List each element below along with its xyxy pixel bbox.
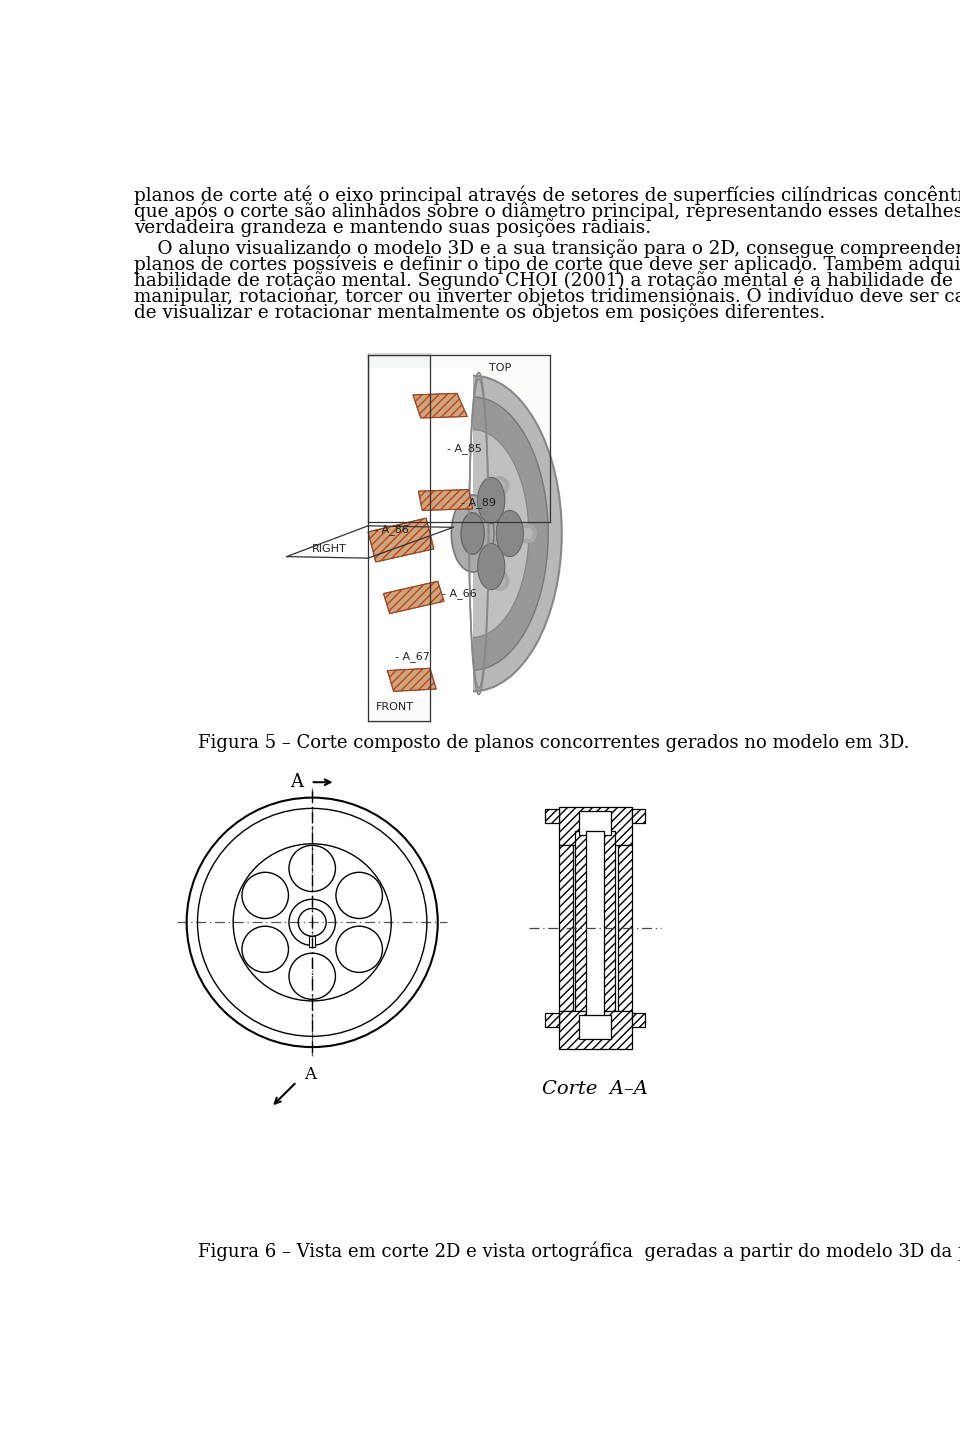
Polygon shape bbox=[368, 518, 434, 562]
Polygon shape bbox=[368, 353, 550, 522]
Text: RIGHT: RIGHT bbox=[312, 543, 347, 553]
Text: Figura 5 – Corte composto de planos concorrentes gerados no modelo em 3D.: Figura 5 – Corte composto de planos conc… bbox=[198, 734, 909, 752]
Bar bbox=[579, 811, 612, 835]
Bar bbox=[318, 422, 472, 645]
Text: TOP: TOP bbox=[489, 363, 511, 373]
Text: verdadeira grandeza e mantendo suas posições radiais.: verdadeira grandeza e mantendo suas posi… bbox=[134, 217, 651, 237]
Text: FRONT: FRONT bbox=[376, 702, 414, 712]
Bar bbox=[544, 1014, 559, 1027]
Bar bbox=[544, 809, 559, 824]
Text: A: A bbox=[303, 1067, 316, 1084]
Text: planos de corte até o eixo principal através de setores de superfícies cilíndric: planos de corte até o eixo principal atr… bbox=[134, 186, 960, 204]
Polygon shape bbox=[287, 526, 453, 556]
Ellipse shape bbox=[397, 396, 548, 671]
Ellipse shape bbox=[383, 376, 562, 691]
Bar bbox=[559, 1011, 633, 1050]
Polygon shape bbox=[419, 489, 472, 511]
Bar bbox=[318, 368, 472, 699]
Polygon shape bbox=[388, 668, 436, 691]
Bar bbox=[318, 389, 472, 678]
Ellipse shape bbox=[478, 543, 505, 589]
Bar bbox=[559, 845, 572, 1011]
Ellipse shape bbox=[496, 511, 523, 556]
Ellipse shape bbox=[451, 495, 494, 572]
Text: - A_67: - A_67 bbox=[396, 651, 430, 662]
Text: - A_86: - A_86 bbox=[374, 525, 409, 535]
Bar bbox=[632, 809, 645, 824]
Text: - A_89: - A_89 bbox=[461, 498, 496, 508]
Bar bbox=[617, 845, 632, 1011]
Text: - A_66: - A_66 bbox=[442, 588, 476, 599]
Bar bbox=[579, 1015, 612, 1040]
Polygon shape bbox=[413, 393, 468, 418]
Ellipse shape bbox=[417, 429, 529, 638]
Text: Corte  A–A: Corte A–A bbox=[542, 1080, 648, 1098]
Text: de visualizar e rotacionar mentalmente os objetos em posições diferentes.: de visualizar e rotacionar mentalmente o… bbox=[134, 303, 826, 322]
Bar bbox=[575, 831, 615, 1025]
Text: que após o corte são alinhados sobre o diâmetro principal, representando esses d: que após o corte são alinhados sobre o d… bbox=[134, 202, 960, 222]
Polygon shape bbox=[383, 581, 444, 613]
Bar bbox=[632, 1014, 645, 1027]
Text: - A_85: - A_85 bbox=[447, 443, 482, 455]
Bar bbox=[559, 807, 633, 845]
Ellipse shape bbox=[478, 478, 505, 523]
Bar bbox=[586, 831, 605, 1025]
Ellipse shape bbox=[461, 513, 484, 555]
Text: planos de cortes possíveis e definir o tipo de corte que deve ser aplicado. Tamb: planos de cortes possíveis e definir o t… bbox=[134, 255, 960, 275]
Text: O aluno visualizando o modelo 3D e a sua transição para o 2D, consegue compreend: O aluno visualizando o modelo 3D e a sua… bbox=[134, 239, 960, 257]
Text: A: A bbox=[290, 774, 303, 791]
Bar bbox=[309, 937, 315, 947]
Text: habilidade de rotação mental. Segundo CHOI (2001) a rotação mental é a habilidad: habilidade de rotação mental. Segundo CH… bbox=[134, 270, 953, 290]
Text: manipular, rotacionar, torcer ou inverter objetos tridimensionais. O indivíduo d: manipular, rotacionar, torcer ou inverte… bbox=[134, 287, 960, 306]
Text: Figura 6 – Vista em corte 2D e vista ortográfica  geradas a partir do modelo 3D : Figura 6 – Vista em corte 2D e vista ort… bbox=[198, 1241, 960, 1261]
Polygon shape bbox=[368, 353, 430, 722]
